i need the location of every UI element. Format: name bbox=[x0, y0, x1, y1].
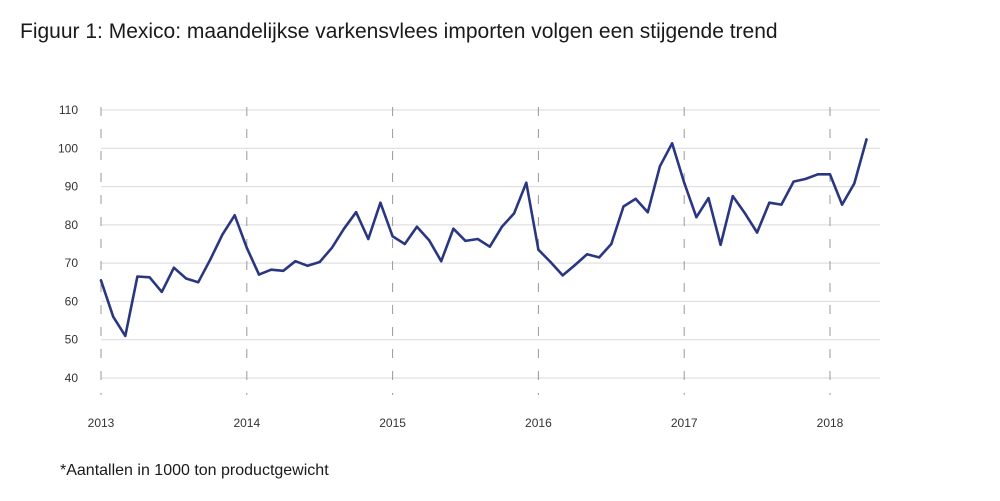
data-point bbox=[792, 180, 795, 183]
x-tick-label: 2013 bbox=[88, 416, 115, 430]
y-tick-label: 100 bbox=[58, 141, 78, 155]
y-tick-label: 50 bbox=[65, 333, 79, 347]
data-point bbox=[245, 246, 248, 250]
data-point bbox=[124, 334, 127, 338]
data-point bbox=[561, 274, 564, 277]
data-point bbox=[221, 233, 224, 236]
data-point bbox=[780, 203, 783, 206]
data-point bbox=[160, 290, 163, 294]
data-point bbox=[597, 256, 601, 259]
data-point bbox=[670, 142, 674, 145]
data-point bbox=[99, 279, 103, 282]
series-line bbox=[99, 138, 868, 338]
data-point bbox=[354, 211, 358, 214]
data-point bbox=[731, 194, 734, 198]
data-point bbox=[172, 266, 176, 269]
data-point bbox=[622, 205, 625, 208]
data-point bbox=[840, 203, 844, 206]
data-point bbox=[828, 173, 832, 176]
y-tick-label: 40 bbox=[65, 371, 79, 385]
data-point bbox=[209, 258, 212, 261]
data-point bbox=[537, 248, 540, 251]
y-tick-label: 70 bbox=[65, 256, 79, 270]
chart-title: Figuur 1: Mexico: maandelijkse varkensvl… bbox=[20, 20, 778, 43]
data-point bbox=[488, 245, 491, 248]
data-point bbox=[683, 181, 686, 184]
data-point bbox=[403, 242, 406, 246]
data-point bbox=[695, 216, 698, 219]
data-point bbox=[719, 243, 722, 246]
x-tick-label: 2015 bbox=[379, 416, 406, 430]
footnote: *Aantallen in 1000 ton productgewicht bbox=[60, 462, 329, 479]
x-axis-ticks bbox=[100, 107, 831, 395]
data-point bbox=[233, 214, 236, 217]
x-tick-label: 2018 bbox=[817, 416, 844, 430]
data-point bbox=[269, 268, 273, 271]
data-point bbox=[549, 260, 552, 264]
data-point bbox=[707, 196, 710, 200]
data-point bbox=[440, 260, 443, 263]
y-tick-label: 60 bbox=[65, 294, 79, 308]
data-point bbox=[330, 246, 334, 250]
data-point bbox=[525, 181, 528, 184]
data-point bbox=[294, 260, 297, 263]
data-point bbox=[148, 276, 151, 279]
data-point bbox=[197, 281, 200, 284]
grid-lines bbox=[101, 109, 880, 379]
data-point bbox=[452, 227, 455, 230]
data-point bbox=[512, 212, 516, 215]
y-tick-label: 80 bbox=[65, 218, 79, 232]
data-point bbox=[379, 201, 382, 204]
data-point bbox=[816, 173, 820, 176]
x-tick-label: 2017 bbox=[671, 416, 698, 430]
data-point bbox=[282, 269, 285, 272]
data-point bbox=[658, 165, 662, 168]
data-point bbox=[111, 315, 115, 318]
y-tick-label: 90 bbox=[65, 180, 79, 194]
data-point bbox=[500, 225, 504, 228]
x-tick-label: 2016 bbox=[525, 416, 552, 430]
data-point bbox=[476, 237, 479, 241]
data-point bbox=[573, 263, 577, 267]
data-point bbox=[136, 275, 139, 278]
data-point bbox=[634, 197, 637, 201]
data-point bbox=[367, 237, 370, 241]
data-point bbox=[427, 238, 431, 242]
x-tick-label: 2014 bbox=[233, 416, 260, 430]
data-point bbox=[755, 231, 759, 234]
data-point bbox=[464, 239, 467, 243]
data-point bbox=[804, 177, 807, 181]
data-point bbox=[585, 253, 589, 256]
data-point bbox=[342, 227, 346, 230]
x-axis-tick-labels: 2013 2014 2015 2016 2017 2018 bbox=[88, 416, 844, 430]
y-axis-tick-labels: 40 50 60 70 80 90 100 110 bbox=[58, 103, 78, 385]
data-point bbox=[257, 273, 261, 276]
data-point bbox=[391, 235, 394, 238]
data-point bbox=[610, 242, 613, 246]
data-point bbox=[865, 138, 868, 141]
data-point bbox=[853, 182, 856, 185]
data-point bbox=[318, 260, 321, 264]
data-point bbox=[768, 201, 771, 204]
y-tick-label: 110 bbox=[59, 103, 78, 117]
data-point bbox=[306, 264, 309, 268]
series-layer bbox=[99, 138, 868, 338]
data-point bbox=[415, 225, 419, 228]
data-point bbox=[184, 277, 188, 280]
data-point bbox=[646, 211, 649, 214]
data-point bbox=[743, 212, 747, 215]
